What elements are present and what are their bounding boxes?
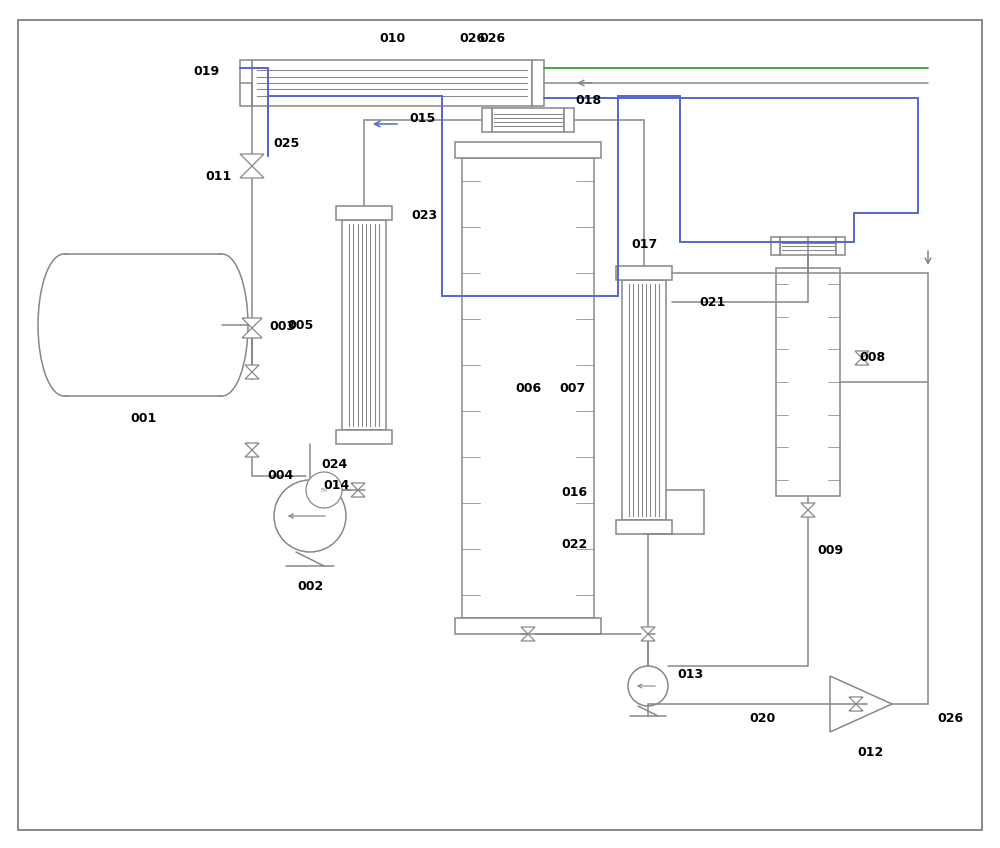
Text: 009: 009 [817, 544, 843, 557]
Polygon shape [351, 490, 365, 497]
Text: 022: 022 [561, 538, 587, 550]
Bar [616, 266, 672, 280]
Text: FM: FM [321, 488, 328, 493]
Text: 018: 018 [575, 93, 601, 107]
Bar [776, 268, 840, 496]
Bar [252, 60, 532, 106]
Polygon shape [521, 627, 535, 634]
Polygon shape [245, 372, 259, 379]
Bar [564, 108, 574, 132]
Polygon shape [242, 328, 262, 338]
Text: 015: 015 [409, 111, 435, 125]
Polygon shape [240, 166, 264, 178]
Text: 017: 017 [631, 237, 657, 250]
Text: 026: 026 [937, 711, 963, 724]
Polygon shape [245, 443, 259, 450]
Text: 026: 026 [459, 31, 485, 44]
Polygon shape [245, 450, 259, 457]
Polygon shape [855, 351, 869, 358]
Polygon shape [855, 358, 869, 365]
Bar [622, 280, 666, 520]
Polygon shape [801, 510, 815, 517]
Bar [836, 237, 845, 255]
Polygon shape [351, 483, 365, 490]
Text: 026: 026 [479, 31, 505, 44]
Text: 025: 025 [273, 137, 299, 149]
Text: 020: 020 [749, 711, 775, 724]
Bar [616, 520, 672, 534]
Text: 021: 021 [699, 295, 725, 309]
Bar [336, 430, 392, 444]
Polygon shape [521, 634, 535, 641]
Text: 003: 003 [269, 320, 295, 332]
Bar [532, 60, 544, 106]
Text: 004: 004 [267, 468, 293, 482]
Bar [455, 618, 601, 634]
Bar [482, 108, 492, 132]
Text: 019: 019 [193, 64, 219, 77]
Text: 008: 008 [859, 350, 885, 364]
Bar [780, 237, 836, 255]
Polygon shape [849, 704, 863, 711]
Ellipse shape [196, 254, 248, 396]
Text: 005: 005 [287, 319, 313, 332]
Polygon shape [242, 318, 262, 328]
Text: 007: 007 [559, 382, 585, 394]
Bar [240, 60, 252, 106]
Polygon shape [830, 676, 892, 732]
Bar [771, 237, 780, 255]
Circle shape [628, 666, 668, 706]
Polygon shape [849, 697, 863, 704]
Text: 012: 012 [857, 745, 883, 758]
Text: 014: 014 [323, 478, 349, 492]
Bar [342, 220, 386, 430]
Circle shape [306, 472, 342, 508]
Polygon shape [801, 503, 815, 510]
Ellipse shape [38, 254, 90, 396]
Text: 001: 001 [130, 411, 156, 425]
Bar [65, 255, 221, 395]
Text: 006: 006 [515, 382, 541, 394]
Text: 013: 013 [677, 667, 703, 680]
Circle shape [274, 480, 346, 552]
Polygon shape [641, 627, 655, 634]
Text: 010: 010 [379, 31, 405, 44]
Bar [64, 254, 222, 396]
Bar [462, 158, 594, 618]
Text: 016: 016 [561, 486, 587, 499]
Text: 002: 002 [297, 579, 323, 593]
Polygon shape [245, 365, 259, 372]
Polygon shape [240, 154, 264, 166]
Bar [492, 108, 564, 132]
Polygon shape [641, 634, 655, 641]
Text: 023: 023 [411, 209, 437, 221]
Bar [455, 142, 601, 158]
Text: 024: 024 [321, 458, 347, 471]
Bar [336, 206, 392, 220]
Text: 011: 011 [205, 170, 231, 182]
